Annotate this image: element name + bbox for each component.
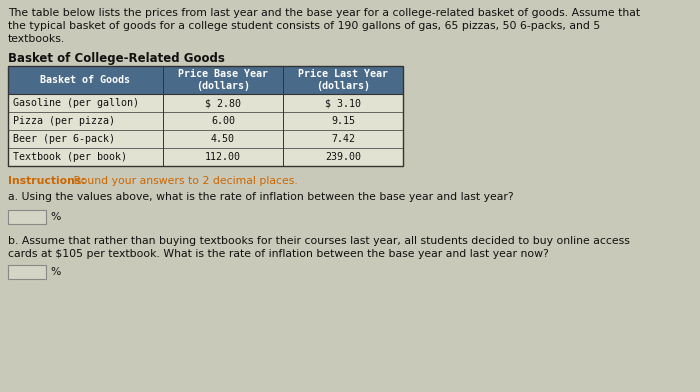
- Text: 4.50: 4.50: [211, 134, 235, 144]
- Text: Beer (per 6-pack): Beer (per 6-pack): [13, 134, 115, 144]
- Bar: [8, 66, 403, 166]
- Text: Instructions:: Instructions:: [8, 176, 85, 186]
- Text: Textbook (per book): Textbook (per book): [13, 152, 127, 162]
- Text: the typical basket of goods for a college student consists of 190 gallons of gas: the typical basket of goods for a colleg…: [8, 21, 601, 31]
- Bar: [8, 112, 403, 130]
- Bar: [8, 148, 403, 166]
- Text: Basket of College-Related Goods: Basket of College-Related Goods: [8, 52, 225, 65]
- Text: The table below lists the prices from last year and the base year for a college-: The table below lists the prices from la…: [8, 8, 640, 18]
- Text: 112.00: 112.00: [205, 152, 241, 162]
- Bar: [8, 130, 403, 148]
- Bar: [8, 66, 403, 94]
- Text: Price Base Year
(dollars): Price Base Year (dollars): [178, 69, 268, 91]
- Text: Round your answers to 2 decimal places.: Round your answers to 2 decimal places.: [70, 176, 298, 186]
- Text: 9.15: 9.15: [331, 116, 355, 126]
- Text: a. Using the values above, what is the rate of inflation between the base year a: a. Using the values above, what is the r…: [8, 192, 514, 202]
- Text: Basket of Goods: Basket of Goods: [41, 75, 130, 85]
- Text: $ 3.10: $ 3.10: [325, 98, 361, 108]
- Text: 6.00: 6.00: [211, 116, 235, 126]
- Text: textbooks.: textbooks.: [8, 34, 65, 44]
- Text: 7.42: 7.42: [331, 134, 355, 144]
- Text: cards at $105 per textbook. What is the rate of inflation between the base year : cards at $105 per textbook. What is the …: [8, 249, 549, 259]
- Text: Price Last Year
(dollars): Price Last Year (dollars): [298, 69, 388, 91]
- Text: b. Assume that rather than buying textbooks for their courses last year, all stu: b. Assume that rather than buying textbo…: [8, 236, 630, 246]
- Text: Pizza (per pizza): Pizza (per pizza): [13, 116, 115, 126]
- Text: 239.00: 239.00: [325, 152, 361, 162]
- Bar: [8, 265, 46, 279]
- Text: Gasoline (per gallon): Gasoline (per gallon): [13, 98, 139, 108]
- Text: $ 2.80: $ 2.80: [205, 98, 241, 108]
- Text: %: %: [50, 267, 60, 277]
- Bar: [8, 210, 46, 224]
- Text: %: %: [50, 212, 60, 222]
- Bar: [8, 94, 403, 112]
